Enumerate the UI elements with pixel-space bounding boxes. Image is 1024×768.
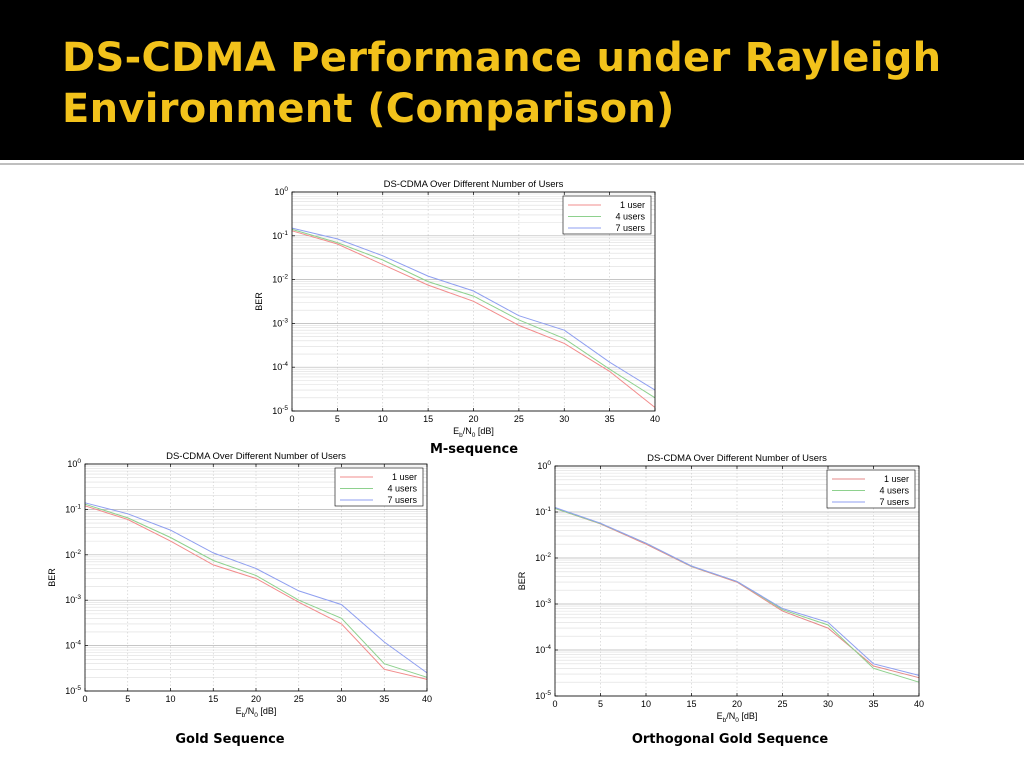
data-series <box>554 507 920 683</box>
x-tick-label: 5 <box>125 694 130 704</box>
x-tick-label: 20 <box>468 414 478 424</box>
x-tick-label: 0 <box>552 699 557 709</box>
y-tick-label: 10-1 <box>65 503 81 514</box>
x-axis-label: Eb/N0 [dB] <box>236 706 277 719</box>
y-tick-label: 10-4 <box>272 361 288 372</box>
x-tick-label: 10 <box>165 694 175 704</box>
series-line-3 <box>291 227 656 391</box>
x-tick-label: 30 <box>336 694 346 704</box>
slide-title-line-2: Environment (Comparison) <box>62 86 675 132</box>
legend-label: 1 user <box>392 472 417 482</box>
slide-title-line-1: DS-CDMA Performance under Rayleigh <box>62 35 942 81</box>
y-tick-label: 10-4 <box>535 644 551 655</box>
caption-m-sequence: M-sequence <box>429 442 519 457</box>
y-tick-label: 10-3 <box>272 317 288 328</box>
series-line-3 <box>554 507 920 676</box>
y-tick-label: 10-5 <box>535 690 551 701</box>
y-tick-label: 10-1 <box>535 506 551 517</box>
y-tick-label: 10-2 <box>272 274 288 285</box>
x-tick-label: 25 <box>777 699 787 709</box>
x-tick-label: 25 <box>514 414 524 424</box>
y-tick-label: 10-5 <box>272 405 288 416</box>
x-tick-label: 0 <box>289 414 294 424</box>
y-axis: 100 10-1 10-2 10-3 10-4 10-5 <box>65 458 88 696</box>
x-tick-label: 15 <box>686 699 696 709</box>
y-axis: 100 10-1 10-2 10-3 10-4 10-5 <box>535 460 558 701</box>
x-axis: 0 5 10 15 20 25 30 35 40 <box>82 464 432 704</box>
legend-label: 4 users <box>879 486 909 496</box>
x-tick-label: 35 <box>868 699 878 709</box>
x-tick-label: 15 <box>423 414 433 424</box>
chart-m-sequence: 0 5 10 15 20 25 30 35 40 100 10-1 10-2 10-3 10-4 10-5 D… <box>254 179 660 439</box>
x-axis-label: Eb/N0 [dB] <box>453 426 494 439</box>
y-axis-label: BER <box>47 568 57 587</box>
legend-label: 7 users <box>615 223 645 233</box>
y-tick-label: 10-3 <box>535 598 551 609</box>
x-axis: 0 5 10 15 20 25 30 35 40 <box>552 466 924 709</box>
x-tick-label: 25 <box>294 694 304 704</box>
x-tick-label: 20 <box>251 694 261 704</box>
x-axis: 0 5 10 15 20 25 30 35 40 <box>289 192 660 424</box>
legend-label: 1 user <box>884 474 909 484</box>
y-tick-label: 100 <box>67 458 81 469</box>
x-tick-label: 15 <box>208 694 218 704</box>
slide-header: DS-CDMA Performance under Rayleigh Enviro… <box>0 0 1024 160</box>
y-tick-label: 100 <box>537 460 551 471</box>
chart-gold-sequence: 0 5 10 15 20 25 30 35 40 100 10-1 10-2 10-3 10-4 10-5 D… <box>47 451 432 719</box>
y-axis-label: BER <box>517 571 527 590</box>
y-tick-label: 100 <box>274 186 288 197</box>
x-axis-label: Eb/N0 [dB] <box>717 711 758 724</box>
series-line-1 <box>291 230 656 408</box>
x-tick-label: 20 <box>732 699 742 709</box>
header-divider <box>0 163 1024 165</box>
y-tick-label: 10-2 <box>65 549 81 560</box>
y-axis-label: BER <box>254 292 264 311</box>
x-tick-label: 30 <box>559 414 569 424</box>
x-tick-label: 40 <box>914 699 924 709</box>
series-line-3 <box>84 502 428 674</box>
series-line-2 <box>84 503 428 678</box>
legend-label: 4 users <box>615 212 645 222</box>
data-series <box>84 502 428 680</box>
series-line-1 <box>84 505 428 680</box>
x-tick-label: 35 <box>379 694 389 704</box>
x-tick-label: 5 <box>598 699 603 709</box>
chart-title: DS-CDMA Over Different Number of Users <box>647 453 827 464</box>
chart-orthogonal-gold-sequence: 0 5 10 15 20 25 30 35 40 100 10-1 10-2 10-3 10-4 10-5 D… <box>517 453 924 724</box>
y-tick-label: 10-1 <box>272 230 288 241</box>
slide-title: DS-CDMA Performance under Rayleigh Enviro… <box>62 33 1002 135</box>
legend-label: 1 user <box>620 200 645 210</box>
y-tick-label: 10-5 <box>65 685 81 696</box>
caption-orthogonal-gold-sequence: Orthogonal Gold Sequence <box>631 732 829 747</box>
data-series <box>291 227 656 408</box>
legend-label: 7 users <box>879 497 909 507</box>
x-tick-label: 0 <box>82 694 87 704</box>
x-tick-label: 30 <box>823 699 833 709</box>
chart-title: DS-CDMA Over Different Number of Users <box>384 179 564 190</box>
x-tick-label: 35 <box>605 414 615 424</box>
legend-label: 7 users <box>387 495 417 505</box>
x-tick-label: 10 <box>378 414 388 424</box>
series-line-2 <box>291 228 656 399</box>
caption-gold-sequence: Gold Sequence <box>175 732 285 747</box>
y-tick-label: 10-2 <box>535 552 551 563</box>
x-tick-label: 40 <box>650 414 660 424</box>
chart-title: DS-CDMA Over Different Number of Users <box>166 451 346 462</box>
x-tick-label: 5 <box>335 414 340 424</box>
y-tick-label: 10-3 <box>65 594 81 605</box>
y-axis: 100 10-1 10-2 10-3 10-4 10-5 <box>272 186 295 416</box>
legend-label: 4 users <box>387 484 417 494</box>
x-tick-label: 40 <box>422 694 432 704</box>
x-tick-label: 10 <box>641 699 651 709</box>
y-tick-label: 10-4 <box>65 640 81 651</box>
